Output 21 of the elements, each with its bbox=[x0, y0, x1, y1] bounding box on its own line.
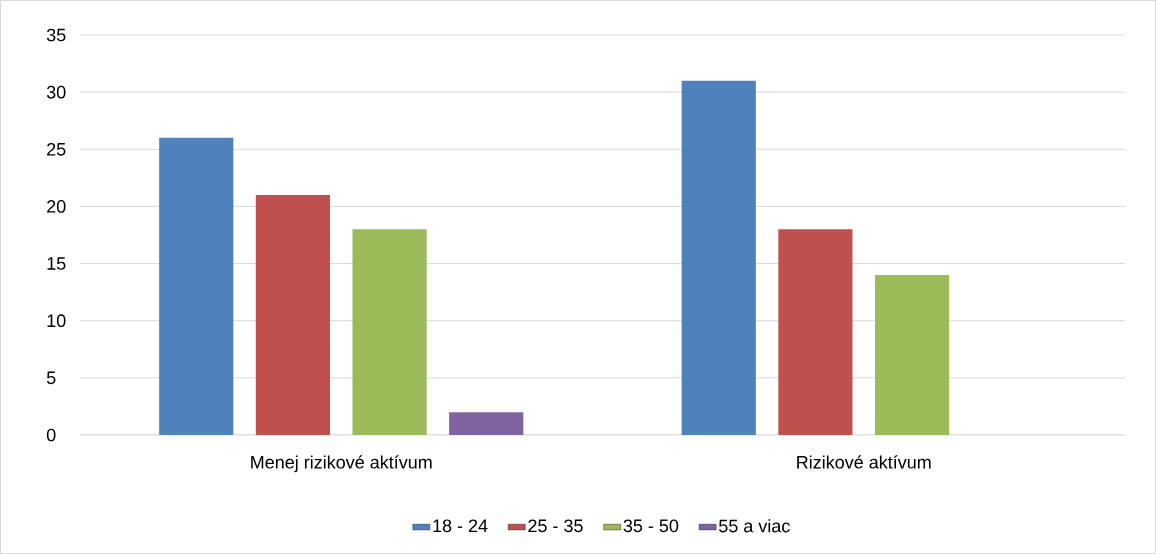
legend-label: 18 - 24 bbox=[433, 519, 488, 533]
y-tick-label: 0 bbox=[46, 428, 56, 442]
bar bbox=[159, 137, 234, 435]
x-tick-label: Menej rizikové aktívum bbox=[251, 455, 432, 473]
bar bbox=[449, 412, 524, 435]
y-tick-label: 25 bbox=[47, 142, 66, 156]
y-tick-label: 20 bbox=[47, 200, 66, 213]
legend-label: 35 - 50 bbox=[623, 519, 679, 533]
legend-label: 25 - 35 bbox=[528, 519, 583, 533]
bar bbox=[778, 229, 853, 435]
bar bbox=[681, 80, 756, 435]
bar bbox=[255, 195, 331, 435]
bar bbox=[352, 229, 427, 435]
legend-label: 55 a viac bbox=[719, 519, 790, 533]
y-tick-label: 30 bbox=[46, 85, 66, 99]
y-tick-label: 5 bbox=[46, 371, 56, 385]
x-tick-label: Rizikové aktívum bbox=[797, 455, 931, 469]
y-tick-label: 15 bbox=[47, 257, 66, 270]
bar bbox=[874, 275, 950, 435]
y-tick-label: 10 bbox=[47, 314, 66, 328]
y-tick-label: 35 bbox=[46, 28, 66, 42]
